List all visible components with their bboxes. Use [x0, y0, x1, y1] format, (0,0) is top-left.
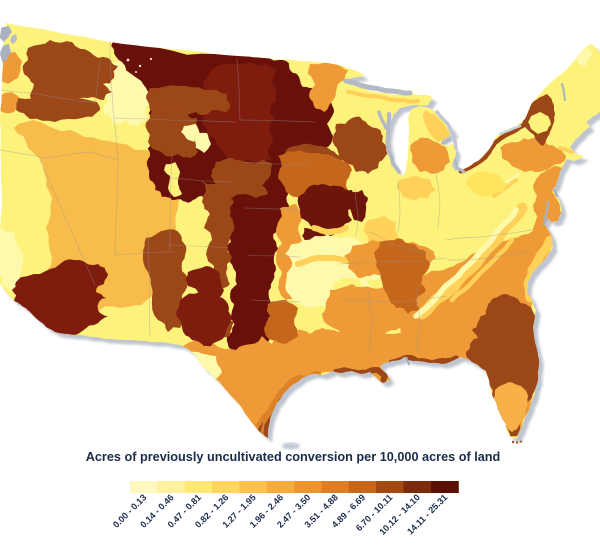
svg-text:Acres of previously uncultivat: Acres of previously uncultivated convers… — [86, 450, 501, 464]
